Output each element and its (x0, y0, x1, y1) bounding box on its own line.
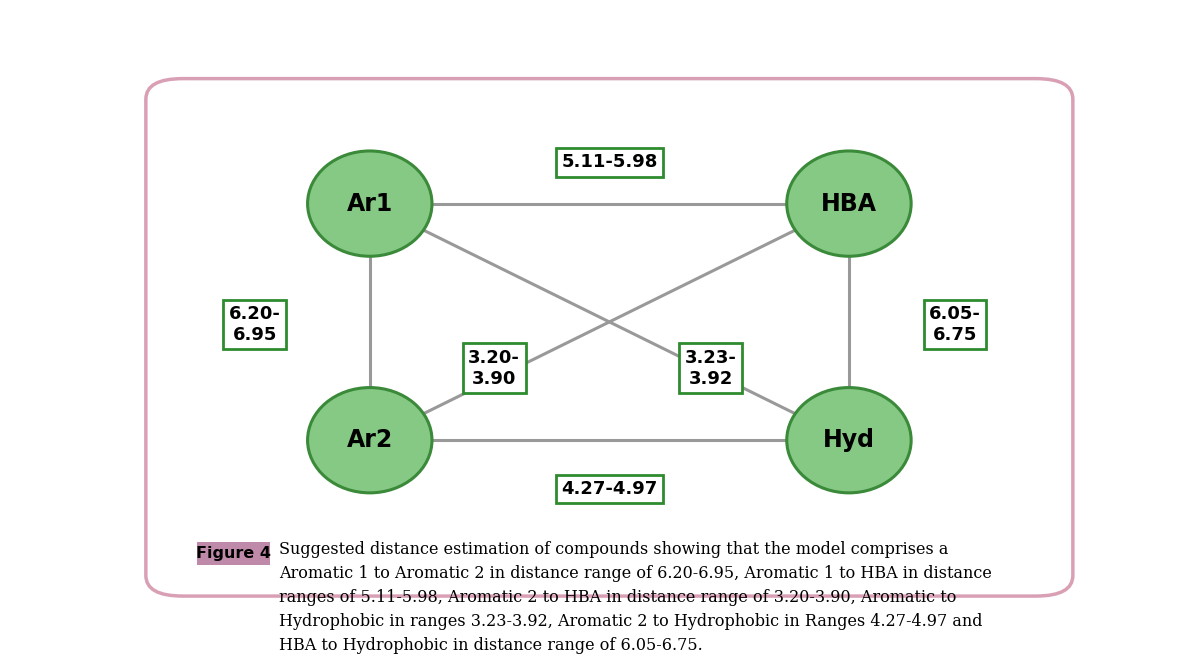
Text: 6.20-
6.95: 6.20- 6.95 (228, 305, 281, 344)
Text: Hyd: Hyd (823, 428, 875, 452)
Ellipse shape (787, 151, 911, 257)
Text: HBA: HBA (820, 192, 877, 216)
Ellipse shape (308, 387, 432, 493)
Text: Suggested distance estimation of compounds showing that the model comprises a
Ar: Suggested distance estimation of compoun… (279, 540, 993, 654)
Ellipse shape (787, 387, 911, 493)
Text: 3.23-
3.92: 3.23- 3.92 (685, 349, 737, 387)
Text: Figure 4: Figure 4 (196, 546, 271, 561)
Text: 6.05-
6.75: 6.05- 6.75 (929, 305, 981, 344)
Text: 4.27-4.97: 4.27-4.97 (561, 480, 658, 498)
Text: 5.11-5.98: 5.11-5.98 (561, 154, 658, 172)
Ellipse shape (308, 151, 432, 257)
Text: Ar2: Ar2 (347, 428, 392, 452)
FancyBboxPatch shape (197, 542, 270, 564)
FancyBboxPatch shape (146, 79, 1072, 596)
Text: 3.20-
3.90: 3.20- 3.90 (468, 349, 520, 387)
Text: Ar1: Ar1 (347, 192, 392, 216)
